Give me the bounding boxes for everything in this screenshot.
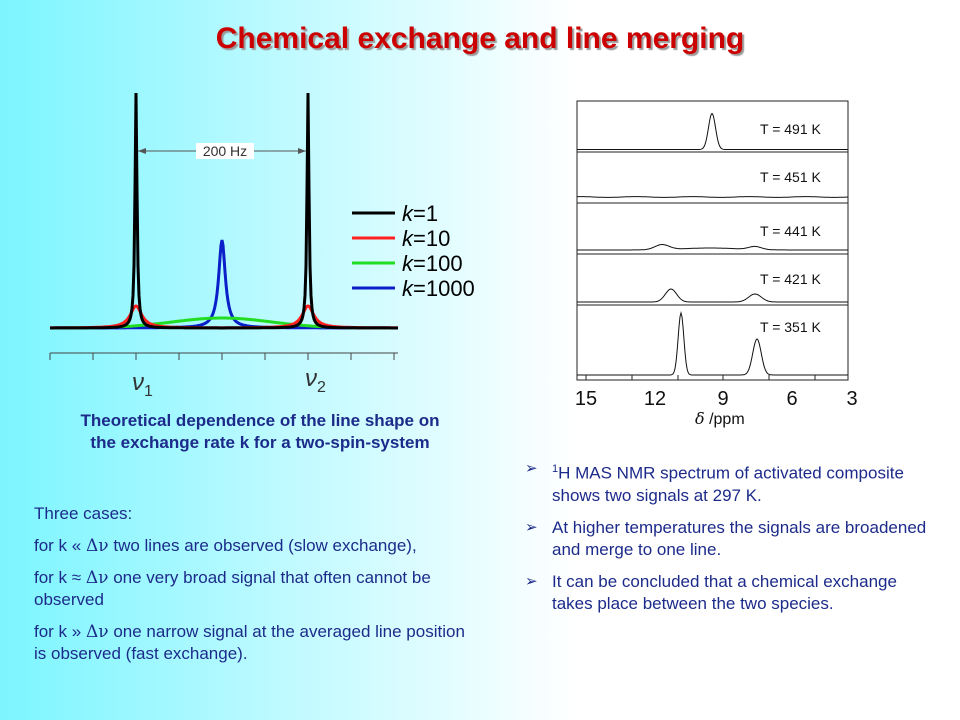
curve-k1000 [50, 239, 398, 330]
case-slow: for k « Δν two lines are observed (slow … [34, 536, 417, 556]
legend-label-k1: k=1 [402, 201, 438, 226]
nmr-trace-351 [577, 311, 848, 376]
temperature-labels: T = 491 K T = 451 K T = 441 K T = 421 K … [760, 121, 822, 335]
x-tick-12: 12 [644, 388, 666, 410]
finding-item: ➢ It can be concluded that a chemical ex… [525, 571, 897, 613]
nmr-x-axis-label: δ /ppm [695, 409, 745, 428]
legend: k=1 k=10 k=100 k=1000 [352, 201, 475, 301]
slide-title: Chemical exchange and line merging [215, 22, 745, 55]
nmr-frame [576, 100, 849, 381]
separation-arrow-left-head [138, 148, 146, 154]
curve-k100 [50, 316, 398, 330]
temp-label-351: T = 351 K [760, 319, 822, 335]
curve-k10 [50, 304, 399, 330]
plot-caption: Theoretical dependence of the line shape… [25, 410, 495, 454]
nmr-trace-421 [577, 288, 848, 303]
nu1-label: ν1 [132, 369, 153, 400]
case-fast: for k » Δν one narrow signal at the aver… [34, 622, 465, 663]
arrow-bullet-icon: ➢ [525, 572, 538, 590]
cases-heading: Three cases: [34, 504, 133, 523]
legend-label-k1000: k=1000 [402, 276, 475, 301]
temp-label-421: T = 421 K [760, 271, 822, 287]
nmr-trace-491 [577, 112, 848, 150]
arrow-bullet-icon: ➢ [525, 460, 538, 477]
separation-arrow-right-head [298, 148, 306, 154]
x-tick-3: 3 [846, 388, 857, 410]
case-intermediate: for k ≈ Δν one very broad signal that of… [34, 568, 431, 609]
arrow-bullet-icon: ➢ [525, 518, 538, 536]
separation-label: 200 Hz [203, 143, 247, 159]
nmr-x-tick-labels: 15 12 9 6 3 [575, 388, 858, 410]
temp-label-441: T = 441 K [760, 223, 822, 239]
lineshape-ticks [49, 353, 395, 360]
nu2-label: ν2 [305, 365, 326, 396]
curve-k1 [50, 92, 398, 330]
x-tick-6: 6 [786, 388, 797, 410]
finding-item: ➢ 1H MAS NMR spectrum of activated compo… [525, 460, 904, 505]
nmr-trace-441 [577, 244, 848, 251]
nmr-trace-451 [577, 196, 849, 198]
legend-label-k100: k=100 [402, 251, 463, 276]
temp-label-491: T = 491 K [760, 121, 822, 137]
finding-item: ➢ At higher temperatures the signals are… [525, 517, 927, 559]
nmr-x-ticks [585, 375, 816, 380]
caption-line-2: the exchange rate k for a two-spin-syste… [90, 433, 430, 452]
exchange-cases: Three cases: for k « Δν two lines are ob… [34, 503, 474, 675]
caption-line-1: Theoretical dependence of the line shape… [80, 411, 440, 430]
temp-label-451: T = 451 K [760, 169, 822, 185]
findings-list: ➢ 1H MAS NMR spectrum of activated compo… [525, 458, 935, 625]
x-tick-15: 15 [575, 388, 597, 410]
legend-label-k10: k=10 [402, 226, 450, 251]
separation-label-bg [196, 143, 254, 159]
nmr-separators [577, 151, 848, 306]
x-tick-9: 9 [717, 388, 728, 410]
